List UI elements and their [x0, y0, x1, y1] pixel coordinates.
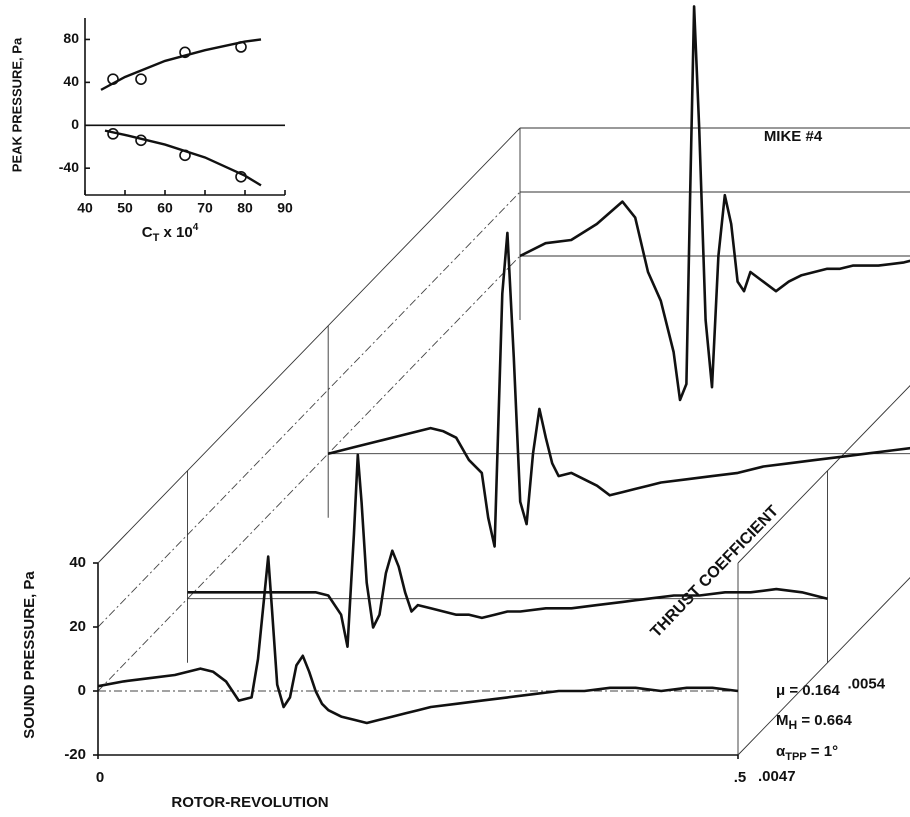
y-tick-label: 0 [78, 682, 86, 699]
annotation: MH = 0.664 [776, 712, 852, 732]
annotation-part: μ = 0.164 [776, 682, 840, 699]
floor-edge [737, 577, 910, 756]
z-axis-label: THRUST COEFFICIENT [648, 502, 783, 641]
x-tick-label: 90 [277, 200, 293, 216]
annotation-sub: H [789, 718, 798, 732]
label-sup: 4 [193, 222, 199, 233]
x-tick-label: 0 [96, 769, 104, 786]
annotation-part: α [776, 743, 786, 760]
floor-edge [97, 127, 521, 564]
y-tick-label: 40 [63, 73, 79, 89]
annotation-part: = 1° [807, 743, 838, 760]
y-tick-label: -40 [59, 159, 79, 175]
annotation: αTPP = 1° [776, 743, 838, 763]
y-axis-label: SOUND PRESSURE, Pa [21, 571, 38, 739]
y-tick-label: 80 [63, 30, 79, 46]
y-tick-label: 40 [69, 554, 86, 571]
inset-x-label: CT x 104 [142, 222, 199, 244]
x-axis-label: ROTOR-REVOLUTION [171, 794, 328, 811]
waveform [97, 555, 739, 725]
z-tick-label: .0047 [758, 768, 796, 785]
data-point [135, 73, 147, 85]
depth-grid-line [97, 191, 521, 628]
fit-curve [100, 38, 262, 91]
annotation-part: = 0.664 [797, 712, 852, 729]
label-part: x 10 [159, 224, 192, 241]
chart-title: MIKE #4 [764, 128, 823, 145]
x-tick-label: 60 [157, 200, 173, 216]
waveform [187, 453, 828, 648]
waveform [519, 5, 910, 402]
x-tick-label: 80 [237, 200, 253, 216]
y-tick-label: 0 [71, 116, 79, 132]
x-tick-label: 40 [77, 200, 93, 216]
y-tick-label: -20 [64, 746, 86, 763]
label-part: C [142, 224, 153, 241]
y-tick-label: 20 [69, 618, 86, 635]
x-tick-label: 50 [117, 200, 133, 216]
z-tick-label: .0054 [848, 676, 886, 693]
depth-grid-line [97, 255, 521, 692]
annotation-part: M [776, 712, 789, 729]
label-sub: T [153, 232, 160, 244]
x-tick-label: 70 [197, 200, 213, 216]
inset-y-label: PEAK PRESSURE, Pa [9, 37, 24, 172]
annotation-sub: TPP [785, 751, 806, 763]
annotation: μ = 0.164 [776, 682, 840, 699]
x-tick-label: .5 [734, 769, 747, 786]
floor-edge [737, 385, 910, 564]
fit-curve [104, 129, 262, 187]
waveform [327, 231, 910, 548]
